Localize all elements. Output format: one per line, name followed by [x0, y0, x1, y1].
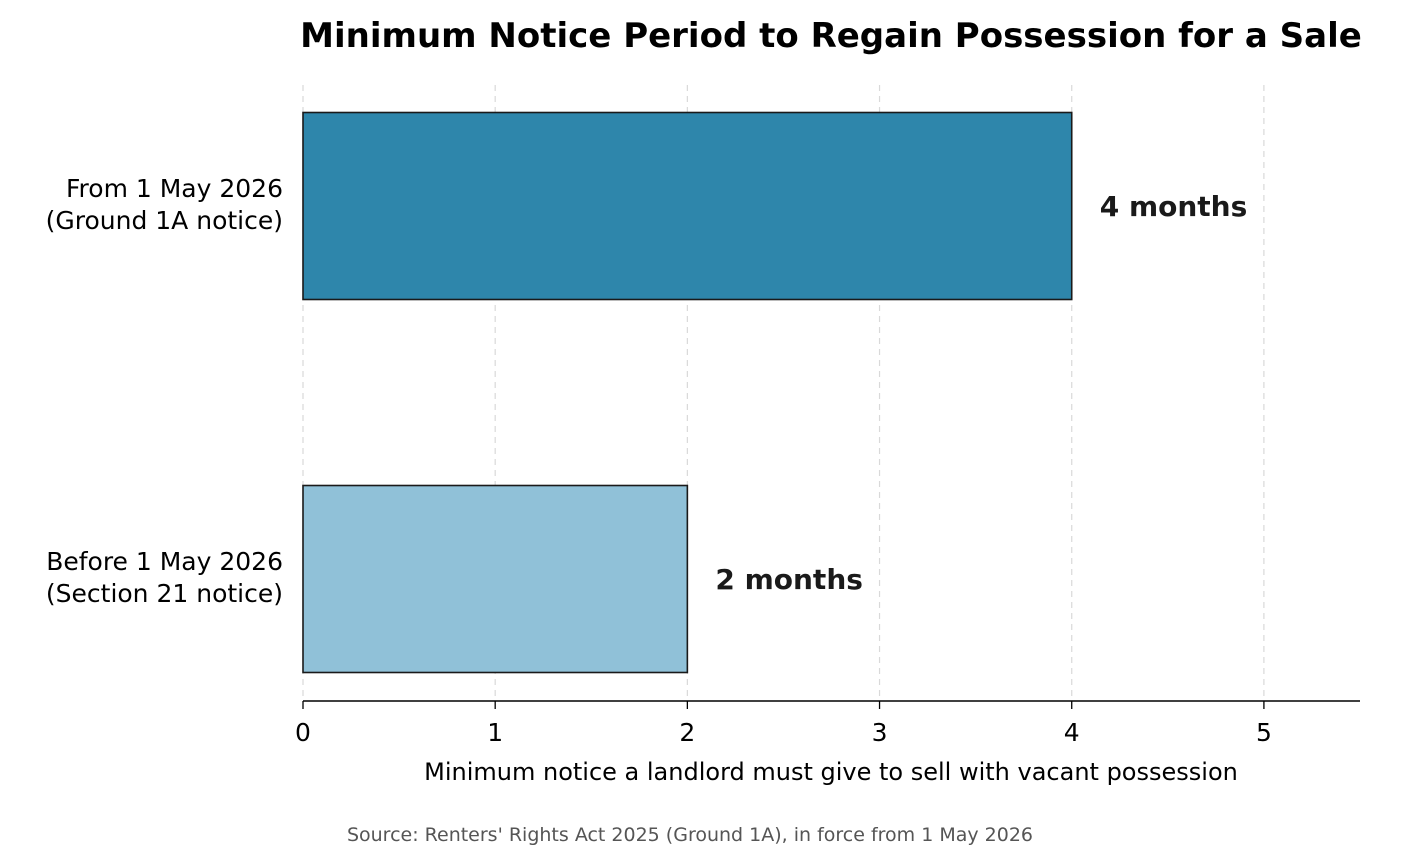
y-category-label: (Section 21 notice)	[46, 579, 283, 608]
x-tick-label: 2	[679, 718, 695, 747]
bar	[302, 111, 1073, 301]
x-axis: 0 1 2 3 4 5	[295, 700, 1360, 747]
chart-title: Minimum Notice Period to Regain Possessi…	[300, 16, 1362, 56]
y-category-label: (Ground 1A notice)	[46, 206, 283, 235]
x-tick-label: 3	[872, 718, 888, 747]
x-tick-label: 5	[1256, 718, 1272, 747]
y-category-label: From 1 May 2026	[66, 174, 283, 203]
x-tick-label: 1	[487, 718, 503, 747]
source-note: Source: Renters' Rights Act 2025 (Ground…	[347, 824, 1033, 846]
bar-value-label: 2 months	[715, 563, 863, 596]
y-category-label: Before 1 May 2026	[46, 547, 283, 576]
x-tick-label: 4	[1064, 718, 1080, 747]
x-axis-label: Minimum notice a landlord must give to s…	[424, 758, 1238, 786]
bar	[302, 484, 689, 674]
x-tick-label: 0	[295, 718, 311, 747]
y-axis-labels: From 1 May 2026 (Ground 1A notice) Before …	[46, 174, 283, 608]
bar-value-label: 4 months	[1100, 190, 1248, 223]
bars: 4 months 2 months	[302, 111, 1248, 674]
